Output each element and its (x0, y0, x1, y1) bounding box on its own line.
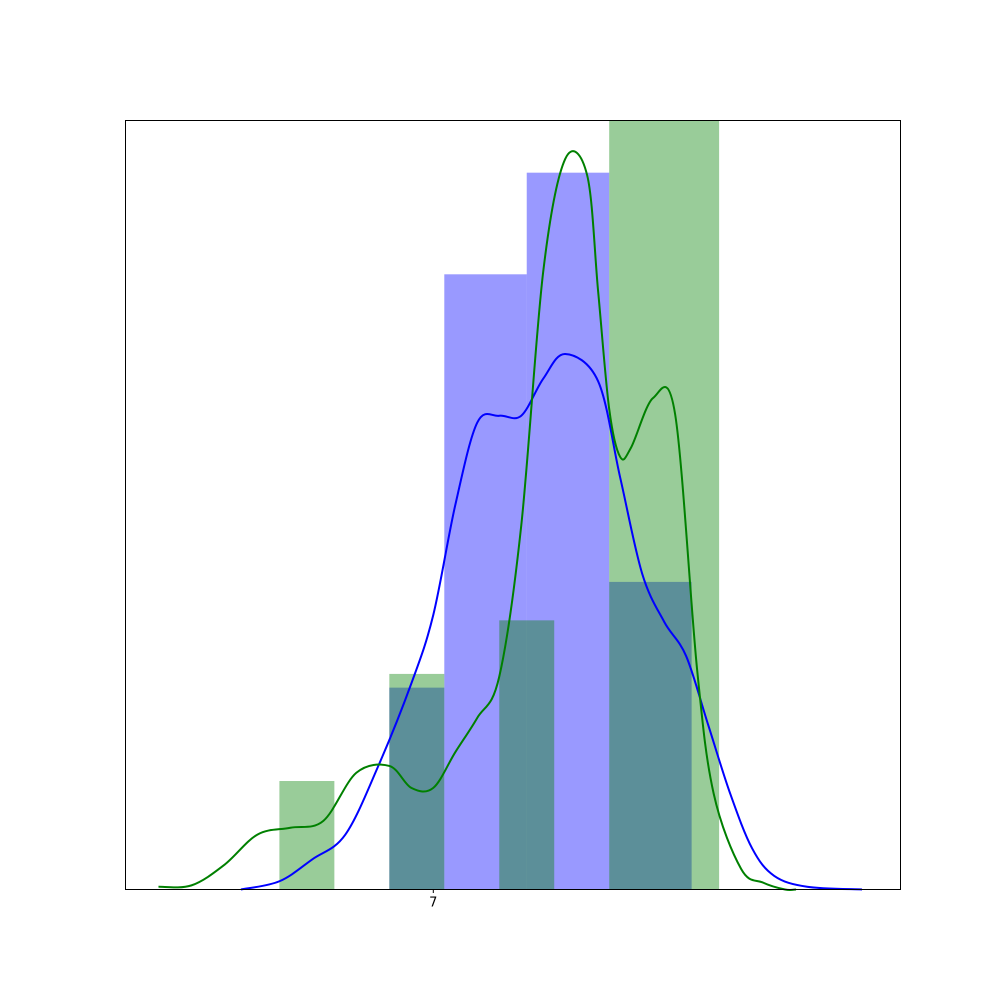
histogram-bar-series-0-bin-1 (444, 274, 527, 890)
plot-frame (125, 120, 901, 890)
x-axis-ticks: 7 (429, 889, 437, 911)
x-tick-label-0: 7 (429, 896, 437, 911)
bars-layer (279, 120, 720, 890)
histogram-bar-series-0-bin-3 (609, 581, 692, 890)
kde-line-series-2 (240, 352, 863, 891)
histogram-bar-series-1-bin-0 (279, 781, 335, 890)
histogram-bar-series-1-bin-3 (609, 120, 720, 890)
histogram-bar-series-1-bin-2 (499, 620, 555, 890)
kde-line-series-3 (158, 150, 797, 892)
histogram-bar-series-1-bin-1 (389, 673, 445, 890)
histogram-bar-series-0-bin-0 (389, 687, 445, 890)
kde-lines-layer (158, 150, 863, 892)
